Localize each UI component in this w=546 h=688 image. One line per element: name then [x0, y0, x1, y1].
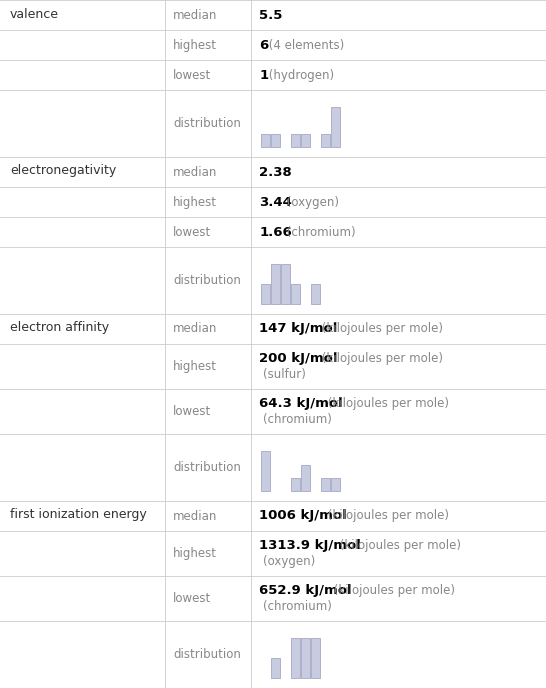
Bar	[331, 107, 340, 147]
Text: (chromium): (chromium)	[283, 226, 355, 239]
Text: (kilojoules per mole): (kilojoules per mole)	[318, 352, 443, 365]
Text: electron affinity: electron affinity	[10, 321, 109, 334]
Text: 3.44: 3.44	[259, 195, 292, 208]
Text: (kilojoules per mole): (kilojoules per mole)	[324, 397, 449, 410]
Bar	[321, 477, 330, 491]
Text: (kilojoules per mole): (kilojoules per mole)	[324, 510, 449, 522]
Text: 1: 1	[259, 69, 268, 82]
Text: 5.5: 5.5	[259, 8, 282, 21]
Bar	[271, 658, 280, 678]
Text: electronegativity: electronegativity	[10, 164, 116, 178]
Text: (kilojoules per mole): (kilojoules per mole)	[318, 323, 443, 336]
Text: highest: highest	[173, 39, 217, 52]
Text: highest: highest	[173, 195, 217, 208]
Text: median: median	[173, 166, 217, 178]
Text: (oxygen): (oxygen)	[263, 555, 316, 568]
Bar	[311, 284, 320, 304]
Bar	[261, 451, 270, 491]
Text: first ionization energy: first ionization energy	[10, 508, 147, 522]
Bar	[281, 264, 290, 304]
Text: distribution: distribution	[173, 274, 241, 287]
Text: 6: 6	[259, 39, 269, 52]
Bar	[271, 264, 280, 304]
Text: (chromium): (chromium)	[263, 413, 332, 427]
Text: distribution: distribution	[173, 648, 241, 661]
Text: valence: valence	[10, 8, 59, 21]
Bar	[261, 284, 270, 304]
Bar	[291, 284, 300, 304]
Text: 2.38: 2.38	[259, 166, 292, 178]
Text: (hydrogen): (hydrogen)	[265, 69, 334, 82]
Bar	[301, 133, 310, 147]
Text: (4 elements): (4 elements)	[265, 39, 345, 52]
Text: (chromium): (chromium)	[263, 601, 332, 614]
Bar	[291, 638, 300, 678]
Text: highest: highest	[173, 360, 217, 373]
Text: median: median	[173, 323, 217, 336]
Text: median: median	[173, 8, 217, 21]
Text: lowest: lowest	[173, 592, 211, 605]
Bar	[311, 638, 320, 678]
Bar	[291, 133, 300, 147]
Text: median: median	[173, 510, 217, 522]
Bar	[261, 133, 270, 147]
Bar	[301, 464, 310, 491]
Text: 1006 kJ/mol: 1006 kJ/mol	[259, 510, 347, 522]
Text: 652.9 kJ/mol: 652.9 kJ/mol	[259, 584, 352, 597]
Text: (kilojoules per mole): (kilojoules per mole)	[330, 584, 455, 597]
Bar	[291, 477, 300, 491]
Text: (oxygen): (oxygen)	[283, 195, 339, 208]
Text: 1313.9 kJ/mol: 1313.9 kJ/mol	[259, 539, 361, 552]
Bar	[301, 638, 310, 678]
Text: distribution: distribution	[173, 117, 241, 130]
Text: (sulfur): (sulfur)	[263, 368, 306, 381]
Text: highest: highest	[173, 547, 217, 560]
Bar	[271, 133, 280, 147]
Text: 147 kJ/mol: 147 kJ/mol	[259, 323, 337, 336]
Text: distribution: distribution	[173, 461, 241, 474]
Text: lowest: lowest	[173, 405, 211, 418]
Bar	[331, 477, 340, 491]
Text: 200 kJ/mol: 200 kJ/mol	[259, 352, 337, 365]
Text: 64.3 kJ/mol: 64.3 kJ/mol	[259, 397, 343, 410]
Text: 1.66: 1.66	[259, 226, 292, 239]
Text: lowest: lowest	[173, 69, 211, 82]
Text: (kilojoules per mole): (kilojoules per mole)	[336, 539, 461, 552]
Bar	[321, 133, 330, 147]
Text: lowest: lowest	[173, 226, 211, 239]
